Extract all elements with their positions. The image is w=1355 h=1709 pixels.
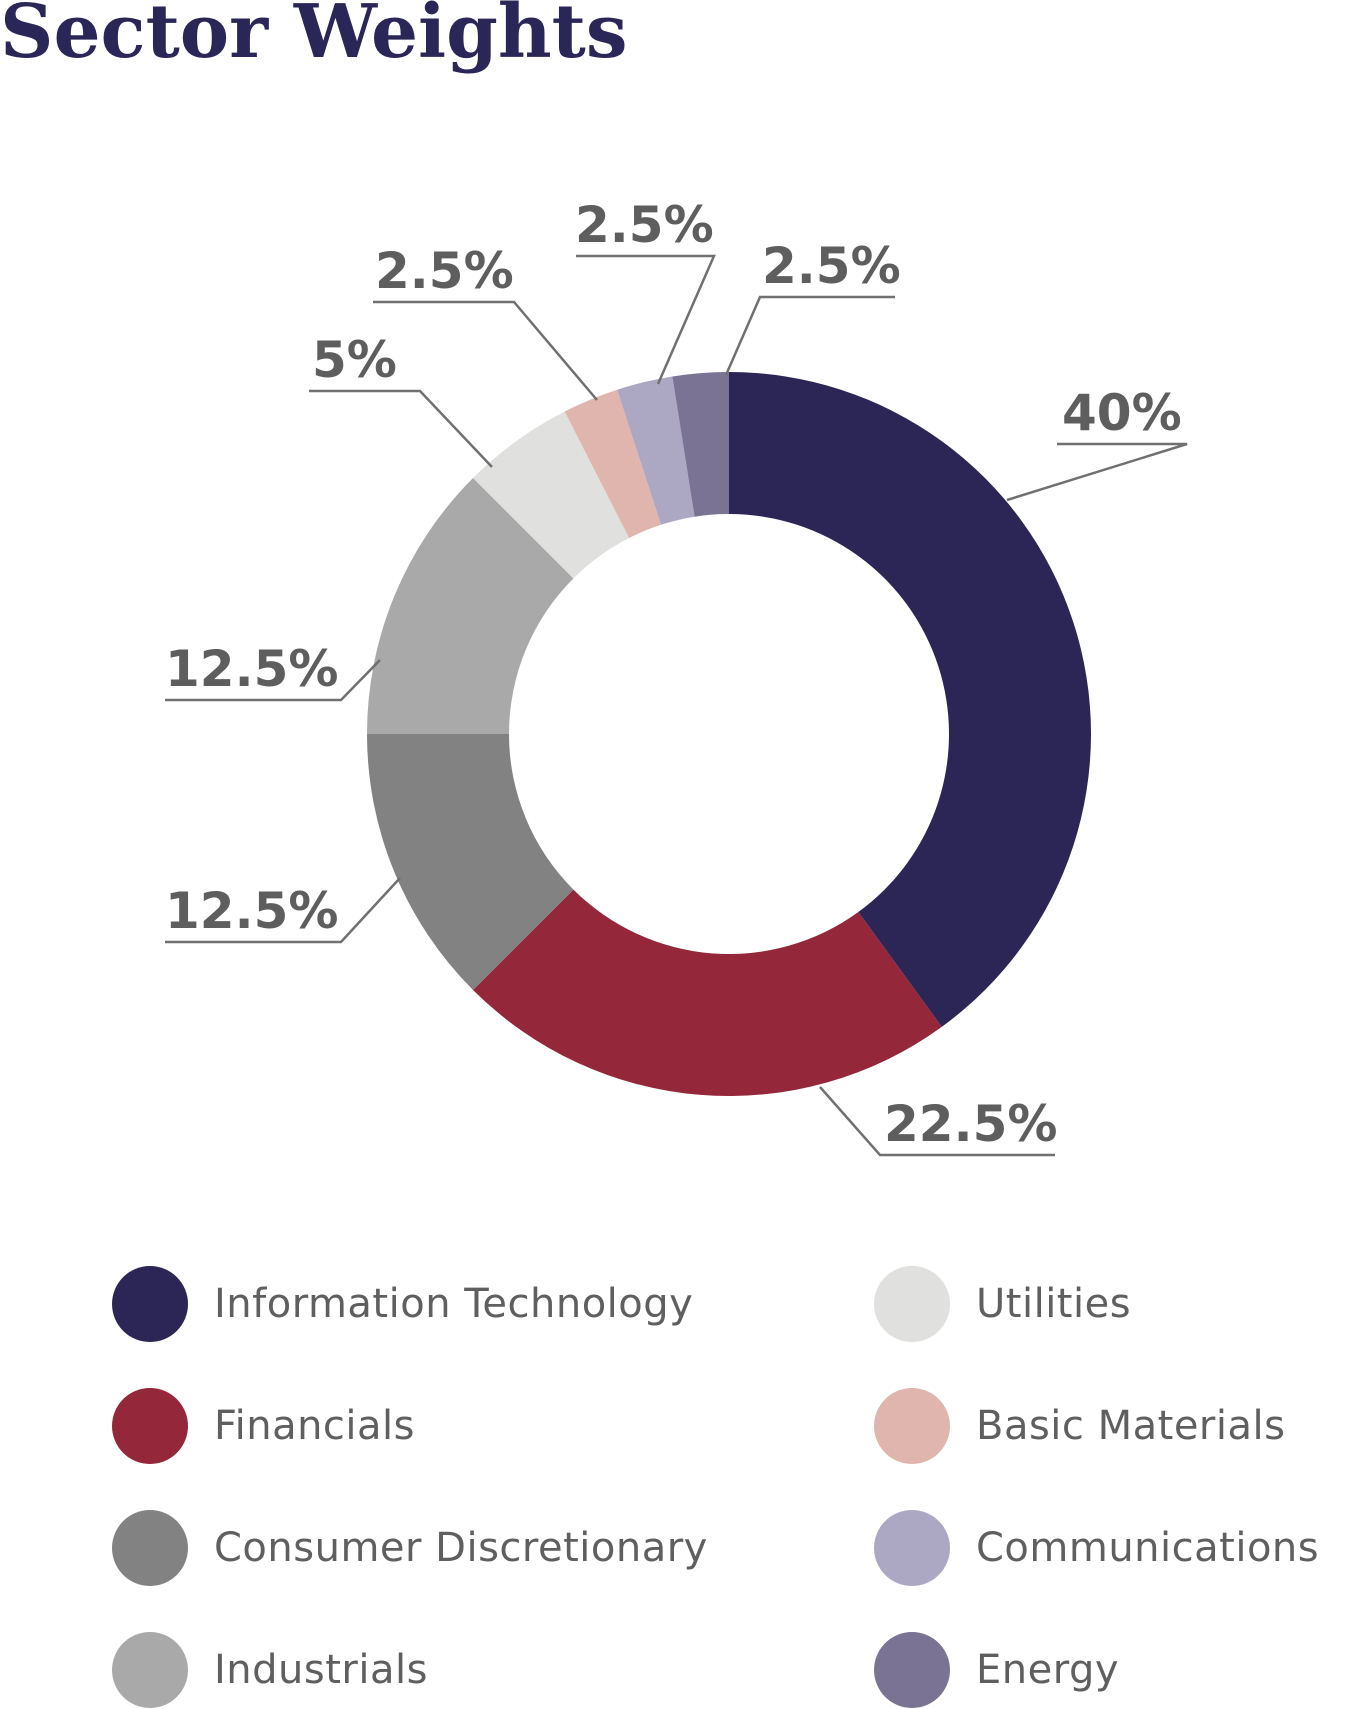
leader-line-communications — [576, 254, 716, 385]
slice-industrials — [367, 478, 574, 734]
slice-consumer-discretionary — [366, 734, 574, 990]
legend-label: Financials — [214, 1403, 415, 1449]
legend-item-communications: Communications — [874, 1510, 1319, 1586]
slice-basic-materials — [564, 389, 662, 538]
data-label-industrials: 12.5% — [165, 640, 338, 698]
legend-item-utilities: Utilities — [874, 1266, 1131, 1342]
data-label-consumer-discretionary: 12.5% — [165, 882, 338, 940]
legend-label: Utilities — [976, 1281, 1132, 1327]
legend-label: Information Technology — [214, 1281, 694, 1327]
legend-swatch — [874, 1510, 950, 1586]
leader-line-energy — [724, 295, 895, 376]
legend-item-industrials: Industrials — [112, 1632, 428, 1708]
chart-title: Sector Weights — [0, 0, 628, 75]
leader-line-industrials — [165, 659, 381, 702]
data-label-energy: 2.5% — [762, 237, 901, 295]
data-label-basic-materials: 2.5% — [375, 242, 514, 300]
legend-swatch — [874, 1388, 950, 1464]
legend-label: Basic Materials — [976, 1403, 1286, 1449]
slice-information-technology — [729, 372, 1091, 1027]
legend-label: Energy — [976, 1647, 1120, 1693]
slice-utilities — [473, 411, 630, 579]
data-label-communications: 2.5% — [575, 196, 714, 254]
slice-financials — [473, 889, 942, 1096]
legend-swatch — [874, 1266, 950, 1342]
leader-line-utilities — [309, 389, 493, 468]
slice-energy — [672, 372, 729, 517]
legend-swatch — [112, 1632, 188, 1708]
legend-item-financials: Financials — [112, 1388, 415, 1464]
legend-item-consumer-discretionary: Consumer Discretionary — [112, 1510, 708, 1586]
legend-item-energy: Energy — [874, 1632, 1119, 1708]
slice-communications — [617, 376, 695, 525]
legend-swatch — [874, 1632, 950, 1708]
leader-line-consumer-discretionary — [165, 877, 401, 944]
legend-item-information-technology: Information Technology — [112, 1266, 693, 1342]
data-label-utilities: 5% — [312, 331, 397, 389]
legend-swatch — [112, 1510, 188, 1586]
legend-swatch — [112, 1266, 188, 1342]
legend-label: Communications — [976, 1525, 1320, 1571]
legend-swatch — [112, 1388, 188, 1464]
leader-line-financials — [819, 1086, 1055, 1157]
leader-line-information-technology — [1006, 442, 1188, 502]
legend-label: Consumer Discretionary — [214, 1525, 708, 1571]
data-label-financials: 22.5% — [884, 1095, 1057, 1153]
legend-label: Industrials — [214, 1647, 428, 1693]
donut-chart: 40% 22.5% 12.5% 12.5% 5% 2.5% 2.5% 2.5% — [165, 196, 1188, 1157]
legend-item-basic-materials: Basic Materials — [874, 1388, 1285, 1464]
leader-line-basic-materials — [373, 300, 598, 401]
data-label-information-technology: 40% — [1062, 384, 1182, 442]
